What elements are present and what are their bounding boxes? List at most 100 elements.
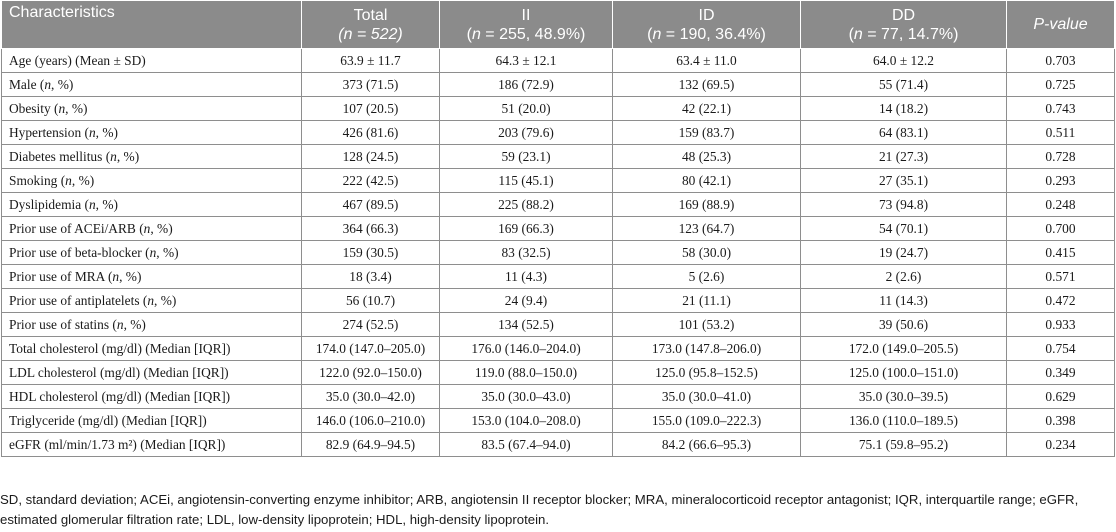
table-row: Prior use of MRA (n, %) 18 (3.4) 11 (4.3) 5… <box>1 264 1115 289</box>
cell-total: 56 (10.7) <box>301 288 440 313</box>
cell-total: 63.9 ± 11.7 <box>301 48 440 73</box>
cell-total: 174.0 (147.0–205.0) <box>301 336 440 361</box>
cell-ii: 51 (20.0) <box>439 96 613 121</box>
cell-dd: 125.0 (100.0–151.0) <box>800 360 1007 385</box>
cell-ii: 203 (79.6) <box>439 120 613 145</box>
cell-dd: 19 (24.7) <box>800 240 1007 265</box>
table-row: Prior use of beta-blocker (n, %) 159 (30.… <box>1 240 1115 265</box>
cell-characteristic: Total cholesterol (mg/dl) (Median [IQR]) <box>1 336 302 361</box>
cell-id: 169 (88.9) <box>612 192 801 217</box>
cell-total: 467 (89.5) <box>301 192 440 217</box>
cell-id: 35.0 (30.0–41.0) <box>612 384 801 409</box>
cell-total: 373 (71.5) <box>301 72 440 97</box>
cell-characteristic: Dyslipidemia (n, %) <box>1 192 302 217</box>
cell-id: 84.2 (66.6–95.3) <box>612 432 801 457</box>
table-row: Diabetes mellitus (n, %) 128 (24.5) 59 (23… <box>1 144 1115 169</box>
header-ii: II (n = 255, 48.9%) <box>439 0 613 49</box>
header-characteristics: Characteristics <box>1 0 302 49</box>
cell-dd: 73 (94.8) <box>800 192 1007 217</box>
cell-ii: 115 (45.1) <box>439 168 613 193</box>
cell-dd: 75.1 (59.8–95.2) <box>800 432 1007 457</box>
table-row: Hypertension (n, %) 426 (81.6) 203 (79.6) 1… <box>1 120 1115 145</box>
cell-id: 80 (42.1) <box>612 168 801 193</box>
cell-total: 159 (30.5) <box>301 240 440 265</box>
cell-characteristic: Age (years) (Mean ± SD) <box>1 48 302 73</box>
cell-characteristic: LDL cholesterol (mg/dl) (Median [IQR]) <box>1 360 302 385</box>
header-sublabel: (n = 522) <box>338 25 403 43</box>
cell-total: 18 (3.4) <box>301 264 440 289</box>
cell-id: 123 (64.7) <box>612 216 801 241</box>
cell-characteristic: Hypertension (n, %) <box>1 120 302 145</box>
cell-total: 35.0 (30.0–42.0) <box>301 384 440 409</box>
cell-id: 155.0 (109.0–222.3) <box>612 408 801 433</box>
cell-characteristic: Prior use of antiplatelets (n, %) <box>1 288 302 313</box>
header-pvalue: P-value <box>1006 0 1115 49</box>
cell-ii: 35.0 (30.0–43.0) <box>439 384 613 409</box>
cell-total: 274 (52.5) <box>301 312 440 337</box>
cell-dd: 39 (50.6) <box>800 312 1007 337</box>
cell-pvalue: 0.398 <box>1006 408 1115 433</box>
cell-total: 364 (66.3) <box>301 216 440 241</box>
cell-id: 173.0 (147.8–206.0) <box>612 336 801 361</box>
cell-pvalue: 0.754 <box>1006 336 1115 361</box>
cell-pvalue: 0.349 <box>1006 360 1115 385</box>
cell-id: 21 (11.1) <box>612 288 801 313</box>
cell-id: 159 (83.7) <box>612 120 801 145</box>
cell-characteristic: eGFR (ml/min/1.73 m²) (Median [IQR]) <box>1 432 302 457</box>
cell-ii: 134 (52.5) <box>439 312 613 337</box>
cell-dd: 35.0 (30.0–39.5) <box>800 384 1007 409</box>
cell-dd: 2 (2.6) <box>800 264 1007 289</box>
cell-pvalue: 0.472 <box>1006 288 1115 313</box>
cell-pvalue: 0.248 <box>1006 192 1115 217</box>
cell-pvalue: 0.415 <box>1006 240 1115 265</box>
cell-ii: 176.0 (146.0–204.0) <box>439 336 613 361</box>
table-row: eGFR (ml/min/1.73 m²) (Median [IQR]) 82.9… <box>1 432 1115 457</box>
table-row: Total cholesterol (mg/dl) (Median [IQR])… <box>1 336 1115 361</box>
cell-pvalue: 0.703 <box>1006 48 1115 73</box>
header-sublabel: (n = 77, 14.7%) <box>848 25 959 43</box>
cell-total: 146.0 (106.0–210.0) <box>301 408 440 433</box>
cell-characteristic: HDL cholesterol (mg/dl) (Median [IQR]) <box>1 384 302 409</box>
cell-dd: 64.0 ± 12.2 <box>800 48 1007 73</box>
header-label: Characteristics <box>9 4 115 21</box>
cell-ii: 83 (32.5) <box>439 240 613 265</box>
cell-characteristic: Smoking (n, %) <box>1 168 302 193</box>
cell-ii: 24 (9.4) <box>439 288 613 313</box>
cell-dd: 27 (35.1) <box>800 168 1007 193</box>
header-sublabel: (n = 190, 36.4%) <box>647 25 766 43</box>
cell-total: 222 (42.5) <box>301 168 440 193</box>
cell-total: 128 (24.5) <box>301 144 440 169</box>
table-row: Male (n, %) 373 (71.5) 186 (72.9) 132 (69.5… <box>1 72 1115 97</box>
table-row: Obesity (n, %) 107 (20.5) 51 (20.0) 42 (22.… <box>1 96 1115 121</box>
header-sublabel: (n = 255, 48.9%) <box>466 25 586 43</box>
cell-pvalue: 0.725 <box>1006 72 1115 97</box>
cell-characteristic: Prior use of ACEi/ARB (n, %) <box>1 216 302 241</box>
cell-ii: 169 (66.3) <box>439 216 613 241</box>
cell-pvalue: 0.728 <box>1006 144 1115 169</box>
header-label: P-value <box>1033 16 1088 33</box>
header-total: Total (n = 522) <box>301 0 440 49</box>
cell-dd: 11 (14.3) <box>800 288 1007 313</box>
cell-pvalue: 0.571 <box>1006 264 1115 289</box>
cell-pvalue: 0.511 <box>1006 120 1115 145</box>
cell-dd: 21 (27.3) <box>800 144 1007 169</box>
cell-id: 132 (69.5) <box>612 72 801 97</box>
cell-total: 426 (81.6) <box>301 120 440 145</box>
cell-ii: 119.0 (88.0–150.0) <box>439 360 613 385</box>
cell-dd: 172.0 (149.0–205.5) <box>800 336 1007 361</box>
cell-dd: 64 (83.1) <box>800 120 1007 145</box>
table-row: Triglyceride (mg/dl) (Median [IQR]) 146.0… <box>1 408 1115 433</box>
cell-pvalue: 0.234 <box>1006 432 1115 457</box>
table-row: Prior use of statins (n, %) 274 (52.5) 134… <box>1 312 1115 337</box>
cell-characteristic: Prior use of MRA (n, %) <box>1 264 302 289</box>
cell-ii: 153.0 (104.0–208.0) <box>439 408 613 433</box>
table-row: HDL cholesterol (mg/dl) (Median [IQR]) 35… <box>1 384 1115 409</box>
cell-id: 101 (53.2) <box>612 312 801 337</box>
cell-characteristic: Male (n, %) <box>1 72 302 97</box>
header-label: II <box>521 6 531 24</box>
cell-id: 58 (30.0) <box>612 240 801 265</box>
table-body: Age (years) (Mean ± SD) 63.9 ± 11.7 64.3 ±… <box>1 48 1115 457</box>
cell-pvalue: 0.629 <box>1006 384 1115 409</box>
header-label: Total <box>353 6 388 24</box>
table-container: Characteristics Total (n = 522) II (n = … <box>1 0 1115 457</box>
